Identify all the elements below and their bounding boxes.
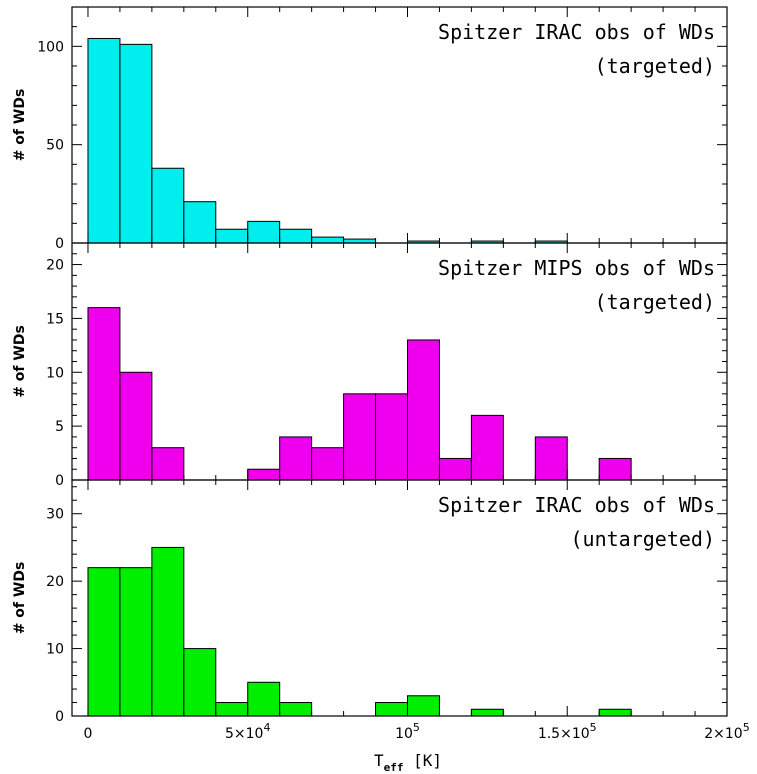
panel-subtitle: (targeted) [595,290,715,314]
histogram-bar [215,228,249,244]
histogram-bar [279,436,313,481]
histogram-panel: 0 10 20 30 # of WDs Spitzer IRAC obs of WDs (u… [12,479,728,725]
histogram-bar [119,43,153,244]
histogram-bar [151,447,185,481]
y-tick-label: 10 [46,642,64,658]
histogram-bar [311,447,345,481]
histogram-bar [215,702,249,717]
histogram-bar [598,708,632,717]
histogram-bar [438,457,472,481]
y-axis-label: # of WDs [12,562,28,635]
histogram-bar [343,393,377,481]
y-tick-label: 15 [46,311,64,327]
histogram-bar [375,702,408,717]
histogram-bar [470,708,504,717]
histogram-bar [406,695,440,717]
x-tick-label: 2×105 [704,721,749,742]
histogram-bar [183,648,217,717]
histogram-panel: 0 50 100 # of WDs Spitzer IRAC obs of WDs (ta… [12,6,728,252]
histogram-bar [247,468,281,481]
y-tick-label: 10 [46,365,64,381]
panel-subtitle: (targeted) [595,54,715,78]
y-tick-label: 0 [55,236,64,252]
histogram-bar [151,167,185,244]
histogram-bar [311,236,345,244]
y-tick-label: 30 [46,507,64,523]
x-axis: 0 5×104 105 1.5×105 2×105 Teff [K] [84,721,750,774]
panel-subtitle: (untargeted) [571,527,716,551]
x-tick-label: 1.5×105 [538,721,597,742]
y-tick-label: 5 [55,419,64,435]
y-axis-label: # of WDs [12,89,28,162]
histogram-bar [598,457,632,481]
y-tick-label: 0 [55,473,64,489]
histogram-bar [375,393,408,481]
histogram-bar [247,681,281,717]
histogram-bar [87,307,121,481]
y-tick-label: 20 [46,574,64,590]
histogram-bar [470,414,504,481]
histogram-bar [406,339,440,481]
histogram-bar [247,220,281,244]
panel-frame [71,479,728,717]
histogram-bar [279,228,313,244]
histogram-bar [87,567,121,717]
y-axis-label: # of WDs [12,325,28,398]
y-tick-label: 50 [46,138,64,154]
x-axis-label: Teff [K] [374,751,442,774]
histogram-panel: 0 5 10 15 20 # of WDs Spitzer MIPS obs of WDs (… [12,242,728,489]
x-tick-label: 5×104 [225,721,270,742]
panel-title: Spitzer IRAC obs of WDs [438,493,715,517]
y-tick-label: 0 [55,709,64,725]
y-tick-label: 20 [46,258,64,274]
histogram-bar [119,567,153,717]
histogram-bar [119,371,153,481]
x-tick-label: 0 [84,726,93,742]
histogram-bar [87,37,121,244]
histogram-bar [534,436,568,481]
panel-title: Spitzer IRAC obs of WDs [438,20,715,44]
histogram-bar [151,546,185,717]
histogram-bar [279,702,313,717]
histogram-bar [183,201,217,244]
y-tick-label: 100 [37,39,64,55]
panel-title: Spitzer MIPS obs of WDs [438,256,715,280]
x-tick-label: 105 [395,721,420,742]
